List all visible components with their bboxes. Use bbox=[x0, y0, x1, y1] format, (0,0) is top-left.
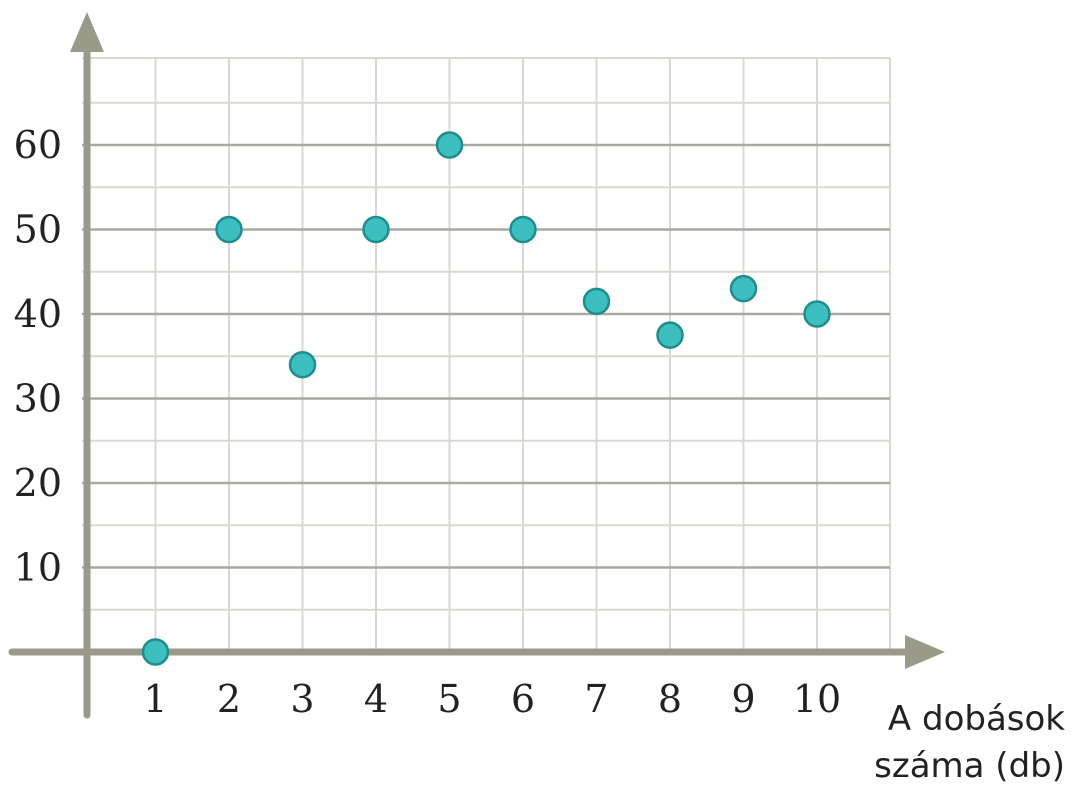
x-tick-label: 7 bbox=[584, 677, 608, 721]
y-tick-label: 30 bbox=[14, 377, 62, 421]
data-point bbox=[362, 215, 390, 244]
y-tick-labels: 10 20 30 40 50 60 bbox=[14, 123, 62, 590]
x-tick-labels: 1 2 3 4 5 6 7 8 9 10 bbox=[143, 677, 841, 721]
data-point bbox=[803, 300, 831, 328]
data-point bbox=[656, 321, 684, 349]
x-tick-label: 8 bbox=[658, 677, 682, 721]
minor-grid bbox=[82, 57, 891, 652]
y-axis-arrow-icon bbox=[70, 12, 104, 52]
x-tick-label: 4 bbox=[364, 677, 388, 721]
x-tick-label: 2 bbox=[217, 677, 241, 721]
data-point bbox=[141, 638, 170, 666]
data-point bbox=[288, 350, 317, 379]
x-tick-label: 3 bbox=[290, 677, 314, 721]
data-point bbox=[509, 215, 537, 244]
y-tick-label: 40 bbox=[14, 292, 62, 336]
y-tick-label: 50 bbox=[14, 208, 62, 252]
data-point bbox=[729, 274, 758, 303]
x-tick-label: 6 bbox=[511, 677, 535, 721]
data-point bbox=[215, 215, 243, 244]
x-tick-label: 9 bbox=[731, 677, 755, 721]
x-axis-label-line1: A dobások bbox=[888, 699, 1065, 739]
y-tick-label: 10 bbox=[14, 546, 62, 590]
data-points bbox=[141, 131, 831, 666]
y-tick-label: 20 bbox=[14, 461, 62, 505]
data-point bbox=[582, 287, 611, 316]
x-tick-label: 10 bbox=[793, 677, 841, 721]
data-point bbox=[435, 131, 464, 159]
x-tick-label: 5 bbox=[437, 677, 461, 721]
x-axis-label-line2: száma (db) bbox=[874, 746, 1065, 786]
y-tick-label: 60 bbox=[14, 123, 62, 167]
x-axis-arrow-icon bbox=[905, 635, 945, 669]
x-tick-label: 1 bbox=[143, 677, 167, 721]
